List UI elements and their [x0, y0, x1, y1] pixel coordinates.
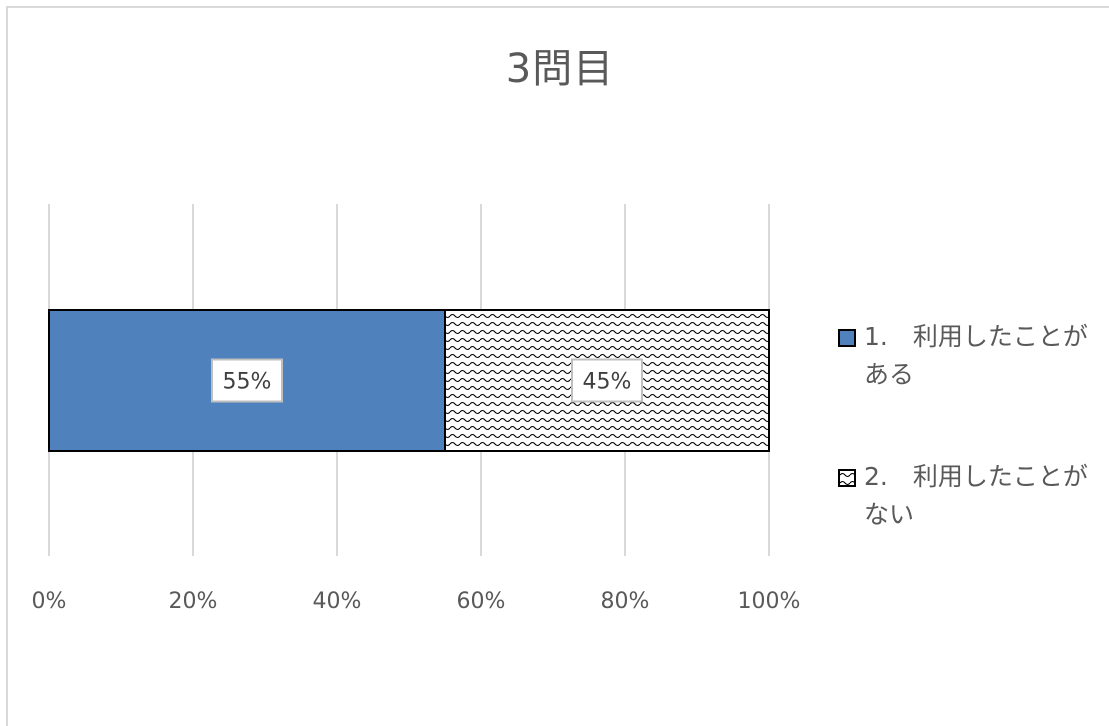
chart-title: 3問目: [505, 46, 615, 92]
legend-swatch-used: [838, 329, 856, 347]
legend-label-used: 1. 利用したことがある: [864, 322, 1088, 389]
x-tick-label: 80%: [601, 589, 650, 614]
legend-swatch-not-used: [838, 469, 856, 487]
x-tick-label: 20%: [169, 589, 218, 614]
x-tick-label: 100%: [738, 589, 801, 614]
data-label-box: [211, 358, 283, 403]
legend: 1. 利用したことがある 2. 利用したことがない: [836, 318, 1104, 598]
x-tick-label: 0%: [32, 589, 67, 614]
data-label: 55%: [223, 370, 272, 395]
legend-item-not-used: 2. 利用したことがない: [836, 458, 1104, 534]
legend-item-used: 1. 利用したことがある: [836, 318, 1104, 394]
x-axis-ticks: 0% 20% 40% 60% 80% 100%: [32, 589, 801, 614]
data-label: 45%: [583, 370, 632, 395]
wave-pattern-icon: [840, 471, 854, 485]
x-tick-label: 60%: [457, 589, 506, 614]
data-label-box: [571, 358, 643, 403]
bars: [48, 309, 770, 452]
x-tick-label: 40%: [313, 589, 362, 614]
legend-label-not-used: 2. 利用したことがない: [864, 462, 1088, 529]
data-labels: 55% 45%: [211, 358, 643, 403]
